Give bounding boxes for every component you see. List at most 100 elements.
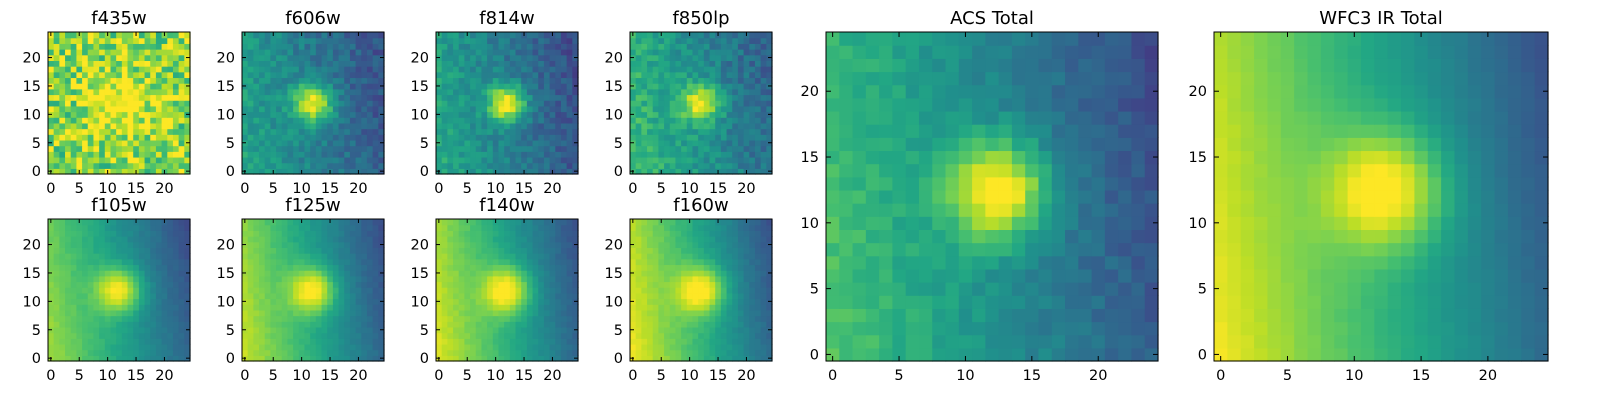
heatmap-cell — [76, 60, 83, 67]
heatmap-cell — [549, 54, 556, 61]
heatmap-cell — [378, 43, 385, 50]
heatmap-cell — [349, 270, 357, 277]
heatmap-cell — [366, 134, 374, 141]
heatmap-cell — [726, 66, 733, 73]
heatmap-cell — [59, 315, 66, 322]
heatmap-cell — [338, 100, 345, 107]
heatmap-cell — [453, 134, 460, 141]
heatmap-cell — [538, 156, 545, 164]
heatmap-cell — [754, 338, 762, 345]
heatmap-cell — [287, 111, 294, 118]
heatmap-cells — [48, 219, 191, 362]
heatmap-cell — [692, 287, 699, 294]
heatmap-cell — [743, 49, 750, 56]
heatmap-cell — [372, 54, 379, 61]
heatmap-cell — [259, 94, 266, 101]
heatmap-cell — [560, 54, 568, 61]
heatmap-cell — [692, 349, 699, 356]
heatmap-cell — [760, 287, 767, 294]
heatmap-cell — [686, 315, 694, 322]
heatmap-cell — [515, 139, 522, 147]
heatmap-cell — [281, 292, 289, 300]
heatmap-cell — [259, 219, 266, 226]
heatmap-cell — [242, 332, 249, 339]
heatmap-cell — [304, 156, 311, 164]
heatmap-cell — [521, 105, 528, 113]
heatmap-cell — [53, 168, 60, 175]
heatmap-cell — [715, 66, 722, 73]
heatmap-cell — [133, 326, 140, 334]
heatmap-cell — [281, 258, 289, 266]
heatmap-cell — [82, 60, 89, 67]
heatmap-cell — [281, 100, 289, 107]
heatmap-cell — [675, 37, 682, 44]
heatmap-cell — [304, 309, 311, 317]
heatmap-cell — [65, 349, 72, 356]
heatmap-cell — [498, 111, 505, 118]
heatmap-cell — [509, 145, 517, 152]
heatmap-cell — [458, 151, 465, 158]
heatmap-cell — [304, 332, 311, 339]
heatmap-cell — [349, 219, 357, 226]
heatmap-cell — [532, 71, 539, 79]
heatmap-cell — [566, 168, 573, 175]
heatmap-cell — [178, 94, 185, 101]
heatmap-cell — [453, 145, 460, 152]
heatmap-cell — [698, 128, 705, 135]
heatmap-cell — [635, 270, 642, 277]
heatmap-cell — [515, 326, 522, 334]
heatmap-cell — [566, 134, 573, 141]
heatmap-cell — [572, 315, 579, 322]
heatmap-cell — [641, 315, 648, 322]
heatmap-cell — [470, 100, 477, 107]
heatmap-cell — [720, 304, 728, 311]
heatmap-cell — [338, 117, 345, 124]
heatmap-cell — [543, 309, 551, 317]
heatmap-cell — [59, 247, 66, 254]
heatmap-cell — [87, 224, 95, 231]
heatmap-cell — [470, 77, 477, 84]
heatmap-cell — [167, 326, 174, 334]
y-tick-label: 0 — [32, 164, 41, 180]
heatmap-cell — [155, 326, 163, 334]
heatmap-cell — [161, 60, 168, 67]
heatmap-cell — [366, 343, 374, 351]
heatmap-cell — [144, 326, 151, 334]
heatmap-cell — [172, 128, 180, 135]
heatmap-cell — [298, 60, 306, 67]
heatmap-cell — [144, 230, 151, 237]
heatmap-cell — [675, 134, 682, 141]
heatmap-cell — [720, 281, 728, 288]
heatmap-cell — [138, 88, 146, 96]
heatmap-cell — [470, 43, 477, 50]
heatmap-cell — [242, 145, 249, 152]
heatmap-cell — [470, 321, 477, 328]
heatmap-cell — [247, 270, 254, 277]
heatmap-cell — [349, 145, 357, 152]
heatmap-cell — [555, 281, 562, 288]
heatmap-cell — [538, 83, 545, 90]
heatmap-cell — [447, 292, 454, 300]
heatmap-cell — [664, 122, 671, 130]
heatmap-cell — [287, 258, 294, 266]
heatmap-cell — [509, 349, 517, 356]
heatmap-cell — [349, 162, 357, 169]
heatmap-cell — [566, 43, 573, 50]
heatmap-cell — [161, 281, 168, 288]
heatmap-cell — [264, 145, 271, 152]
heatmap-cell — [492, 100, 500, 107]
heatmap-cell — [458, 349, 465, 356]
heatmap-cell — [641, 111, 648, 118]
heatmap-cell — [270, 128, 277, 135]
heatmap-cell — [138, 105, 146, 113]
heatmap-cell — [560, 287, 568, 294]
heatmap-cell — [464, 156, 471, 164]
heatmap-cell — [310, 264, 317, 271]
heatmap-cell — [161, 230, 168, 237]
heatmap-cell — [498, 134, 505, 141]
heatmap-cell — [681, 151, 688, 158]
heatmap-cell — [161, 139, 168, 147]
heatmap-cell — [53, 230, 60, 237]
heatmap-cell — [70, 219, 77, 226]
heatmap-cell — [281, 304, 289, 311]
